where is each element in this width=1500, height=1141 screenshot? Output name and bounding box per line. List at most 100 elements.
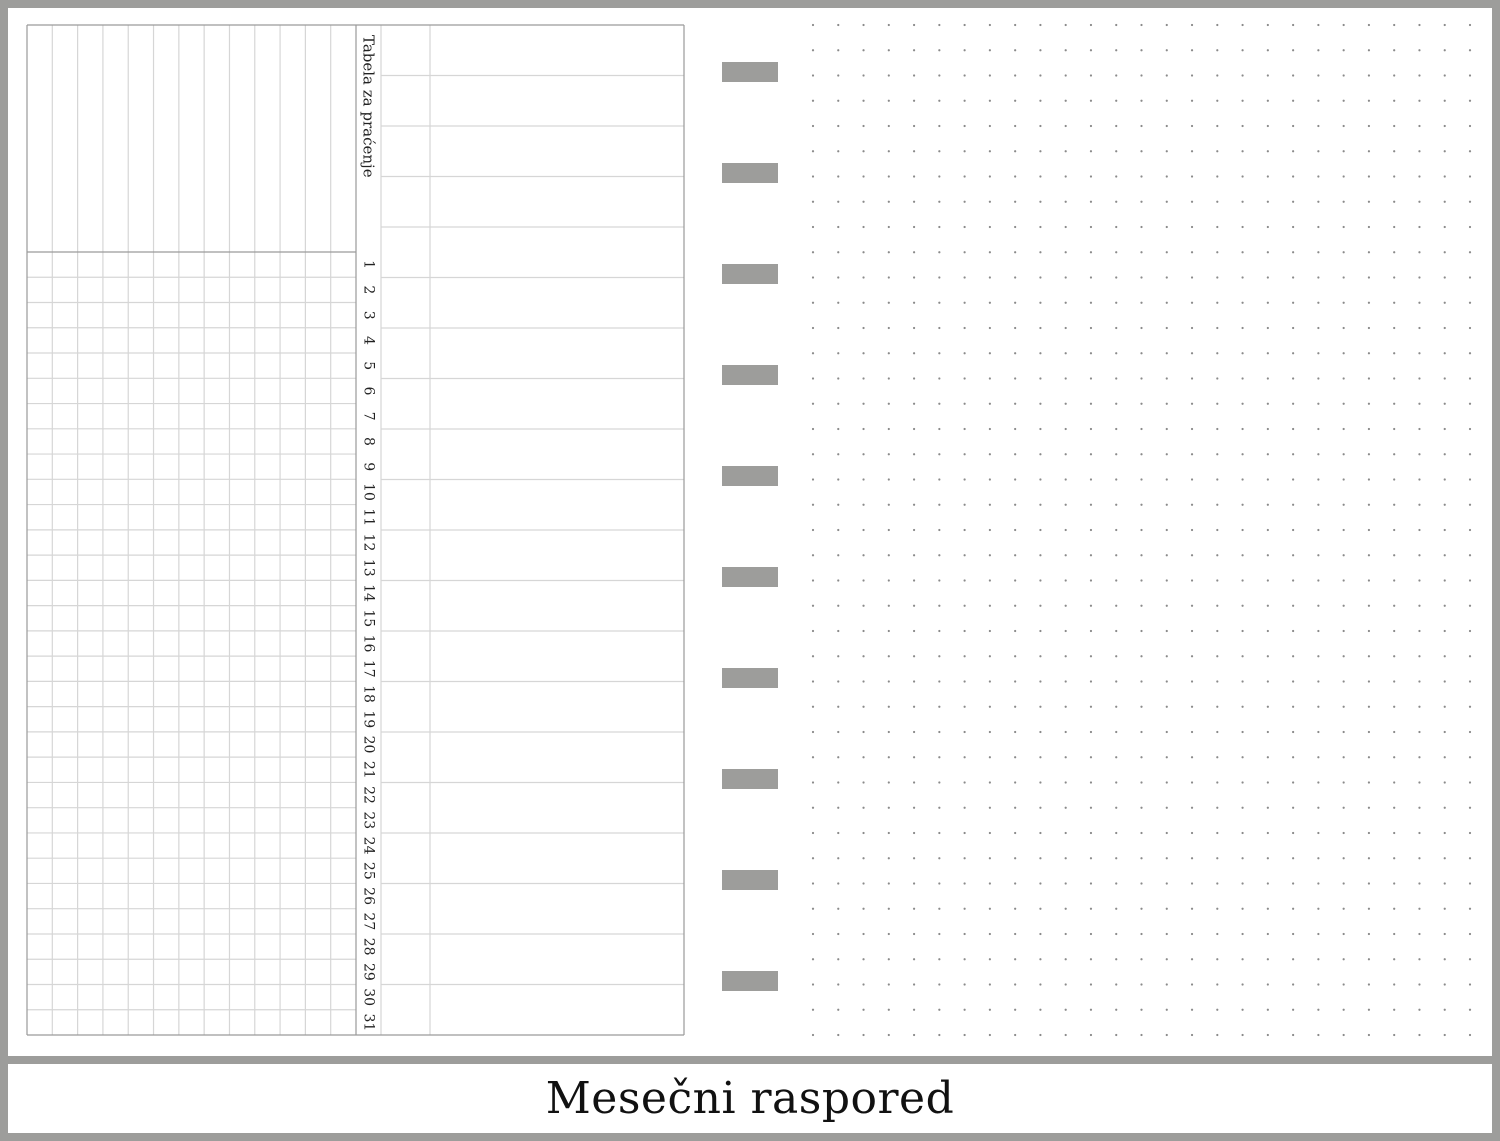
grid-dot [862,907,865,910]
grid-dot [912,958,916,961]
grid-dot [1418,49,1421,52]
grid-dot [1443,175,1446,178]
grid-dot [988,478,991,481]
grid-dot [988,730,991,734]
grid-dot [1241,579,1244,582]
grid-dot [1241,857,1244,860]
grid-dot [912,23,916,27]
grid-dot [837,124,840,128]
grid-dot [862,301,865,304]
grid-dot [1064,604,1067,607]
grid-dot [1039,402,1042,405]
grid-dot [1216,806,1219,809]
grid-dot [1064,983,1067,986]
grid-dot [1014,453,1017,456]
grid-dot [963,781,966,784]
grid-dot [1014,579,1017,582]
grid-dot [912,326,916,330]
grid-dot [1241,1033,1244,1037]
grid-dot [1190,958,1194,961]
day-number: 10 [361,483,377,501]
grid-dot [1039,907,1042,910]
grid-dot [1241,74,1244,77]
grid-dot [1418,932,1421,936]
grid-dot [1393,23,1396,27]
grid-dot [1014,74,1017,77]
grid-dot [1266,326,1269,330]
grid-dot [1418,150,1421,153]
grid-dot [1266,604,1269,607]
grid-dot [1342,377,1345,380]
grid-dot [988,932,991,936]
tracker-label: Tabela za praćenje [360,35,378,178]
grid-dot [1367,528,1371,532]
grid-dot [1468,503,1472,506]
binder-tab [722,971,778,991]
grid-dot [1418,427,1421,431]
grid-dot [1115,781,1118,784]
grid-dot [811,251,815,254]
grid-dot [1266,49,1269,52]
grid-dot [1418,983,1421,986]
grid-dot [1039,629,1042,633]
grid-dot [1089,781,1093,784]
grid-dot [1317,49,1320,52]
grid-dot [1165,1008,1168,1011]
grid-dot [938,1008,941,1011]
grid-dot [1468,23,1472,27]
grid-dot [1140,503,1143,506]
grid-dot [811,175,815,178]
grid-dot [1393,604,1396,607]
grid-dot [1216,352,1219,355]
grid-dot [1317,326,1320,330]
grid-dot [1266,503,1269,506]
grid-dot [811,655,815,658]
grid-dot [1064,655,1067,658]
grid-dot [1367,377,1371,380]
grid-dot [912,604,916,607]
grid-dot [988,503,991,506]
grid-dot [811,301,815,304]
grid-dot [887,907,890,910]
grid-dot [1292,1033,1295,1037]
grid-dot [938,781,941,784]
grid-dot [1266,124,1269,128]
grid-dot [1115,200,1118,203]
grid-dot [1165,983,1168,986]
grid-dot [912,49,916,52]
grid-dot [1266,655,1269,658]
grid-dot [1393,377,1396,380]
grid-dot [1418,680,1421,683]
grid-dot [1089,705,1093,708]
grid-dot [1266,23,1269,27]
grid-dot [1165,326,1168,330]
grid-dot [1443,1008,1446,1011]
grid-dot [862,1008,865,1011]
binder-tab [722,870,778,890]
grid-dot [1190,352,1194,355]
grid-dot [988,604,991,607]
grid-dot [1241,23,1244,27]
grid-dot [1292,680,1295,683]
grid-dot [1418,326,1421,330]
grid-dot [1317,301,1320,304]
grid-dot [1115,1033,1118,1037]
grid-dot [1014,1033,1017,1037]
grid-dot [1443,276,1446,279]
binder-tab [722,365,778,385]
grid-dot [1367,629,1371,633]
grid-dot [1317,377,1320,380]
binder-tab [722,567,778,587]
grid-dot [988,806,991,809]
grid-dot [938,730,941,734]
grid-dot [811,1008,815,1011]
grid-dot [1418,225,1421,229]
grid-dot [1190,806,1194,809]
grid-dot [1014,352,1017,355]
grid-dot [1292,352,1295,355]
grid-dot [938,806,941,809]
grid-dot [811,377,815,380]
grid-dot [837,579,840,582]
grid-dot [1393,74,1396,77]
grid-dot [1039,983,1042,986]
